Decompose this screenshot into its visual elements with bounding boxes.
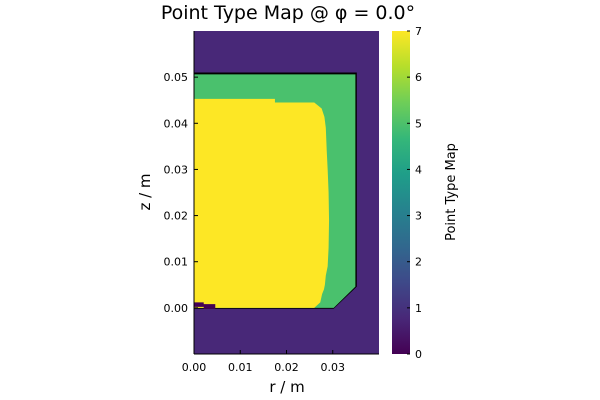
- y-tick-label: 0.02: [164, 210, 189, 223]
- colorbar-tick-label: 7: [415, 25, 422, 38]
- colorbar-tick-label: 2: [415, 256, 422, 269]
- y-tick-label: 0.01: [164, 256, 189, 269]
- colorbar-tick-label: 0: [415, 348, 422, 361]
- colorbar-label: Point Type Map: [444, 143, 459, 241]
- colorbar-tick-label: 1: [415, 302, 422, 315]
- colorbar-tick-label: 5: [415, 117, 422, 130]
- region-value-0-4: [194, 302, 216, 309]
- region-value-7-3: [194, 98, 330, 308]
- x-axis-ticks: 0.00 0.01 0.02 0.03: [182, 350, 345, 374]
- colorbar: 0 1 2 3 4 5 6 7: [392, 25, 422, 361]
- x-tick-label: 0.01: [228, 361, 253, 374]
- y-axis-label: z / m: [136, 173, 154, 210]
- y-tick-label: 0.05: [164, 71, 189, 84]
- x-tick-label: 0.03: [321, 361, 346, 374]
- colorbar-gradient: [392, 31, 410, 354]
- y-axis-ticks: 0.00 0.01 0.02 0.03 0.04 0.05: [164, 71, 198, 315]
- x-tick-label: 0.02: [274, 361, 299, 374]
- colorbar-tick-label: 3: [415, 210, 422, 223]
- y-tick-label: 0.00: [164, 302, 189, 315]
- x-tick-label: 0.00: [182, 361, 207, 374]
- colorbar-tick-label: 4: [415, 163, 422, 176]
- chart-title: Point Type Map @ φ = 0.0°: [161, 2, 415, 24]
- colorbar-tick-label: 6: [415, 71, 422, 84]
- heatmap-regions: [194, 31, 379, 354]
- y-tick-label: 0.04: [164, 117, 189, 130]
- y-tick-label: 0.03: [164, 163, 189, 176]
- x-axis-label: r / m: [269, 378, 304, 396]
